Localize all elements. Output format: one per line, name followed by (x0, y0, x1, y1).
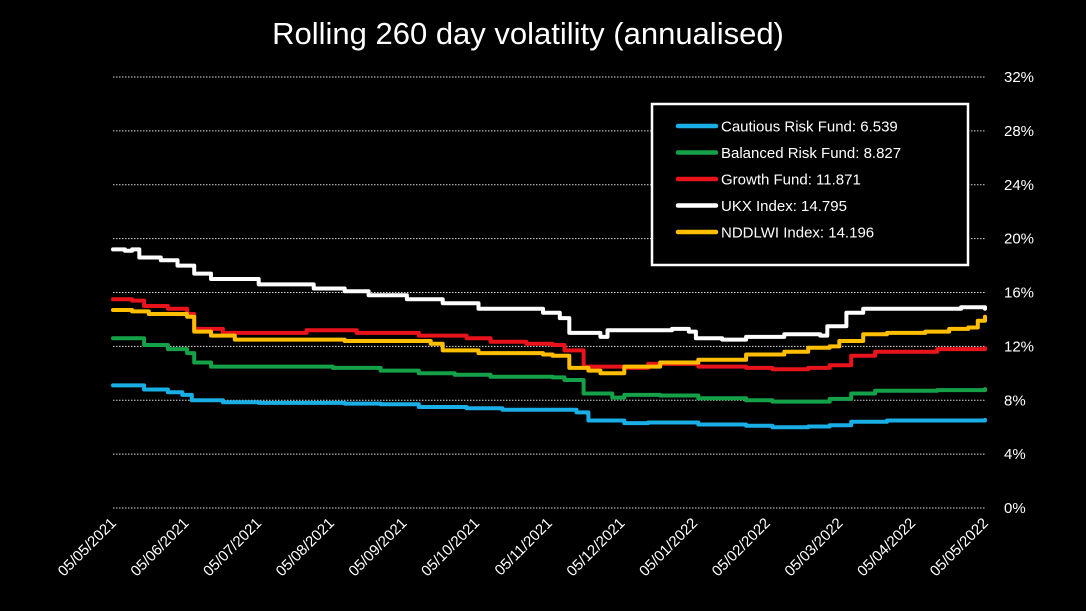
x-tick-label: 05/11/2021 (492, 515, 556, 579)
y-tick-label: 28% (1004, 123, 1034, 140)
series-line-0 (111, 383, 987, 430)
y-tick-label: 0% (1004, 500, 1026, 517)
x-tick-label: 05/04/2022 (854, 515, 919, 580)
x-tick-label: 05/01/2022 (636, 515, 701, 580)
x-tick-label: 05/12/2021 (563, 515, 628, 580)
y-tick-label: 24% (1004, 177, 1034, 194)
legend: Cautious Risk Fund: 6.539 Balanced Risk F… (650, 102, 970, 267)
legend-label: Cautious Risk Fund: 6.539 (721, 119, 898, 136)
chart-title: Rolling 260 day volatility (annualised) (272, 16, 784, 51)
x-tick-label: 05/10/2021 (418, 515, 483, 580)
series-line-1 (111, 336, 987, 404)
legend-label: NDDLWI Index: 14.196 (721, 225, 874, 242)
legend-label: Balanced Risk Fund: 8.827 (721, 145, 901, 162)
y-tick-label: 16% (1004, 285, 1034, 302)
x-tick-labels: 05/05/2021 05/06/2021 05/07/2021 05/08/2021… (55, 515, 992, 580)
x-tick-label: 05/08/2021 (273, 515, 338, 580)
x-tick-label: 05/05/2021 (55, 515, 120, 580)
x-tick-label: 05/02/2022 (709, 515, 774, 580)
legend-label: UKX Index: 14.795 (721, 198, 847, 215)
series-line-2 (111, 297, 987, 372)
legend-label: Growth Fund: 11.871 (721, 172, 861, 189)
series-lines (111, 247, 987, 430)
x-tick-label: 05/03/2022 (781, 515, 846, 580)
legend-box (650, 102, 970, 267)
y-tick-labels: 0% 4% 8% 12% 16% 20% 24% 28% 32% (1004, 69, 1034, 517)
x-tick-label: 05/06/2021 (127, 515, 192, 580)
y-tick-label: 8% (1004, 392, 1026, 409)
x-tick-label: 05/05/2022 (927, 515, 992, 580)
y-tick-label: 20% (1004, 231, 1034, 248)
y-tick-label: 12% (1004, 338, 1034, 355)
x-tick-label: 05/07/2021 (200, 515, 265, 580)
y-tick-label: 4% (1004, 446, 1026, 463)
x-tick-label: 05/09/2021 (345, 515, 410, 580)
series-line-3 (111, 247, 987, 342)
series-line-4 (111, 308, 987, 376)
y-tick-label: 32% (1004, 69, 1034, 86)
